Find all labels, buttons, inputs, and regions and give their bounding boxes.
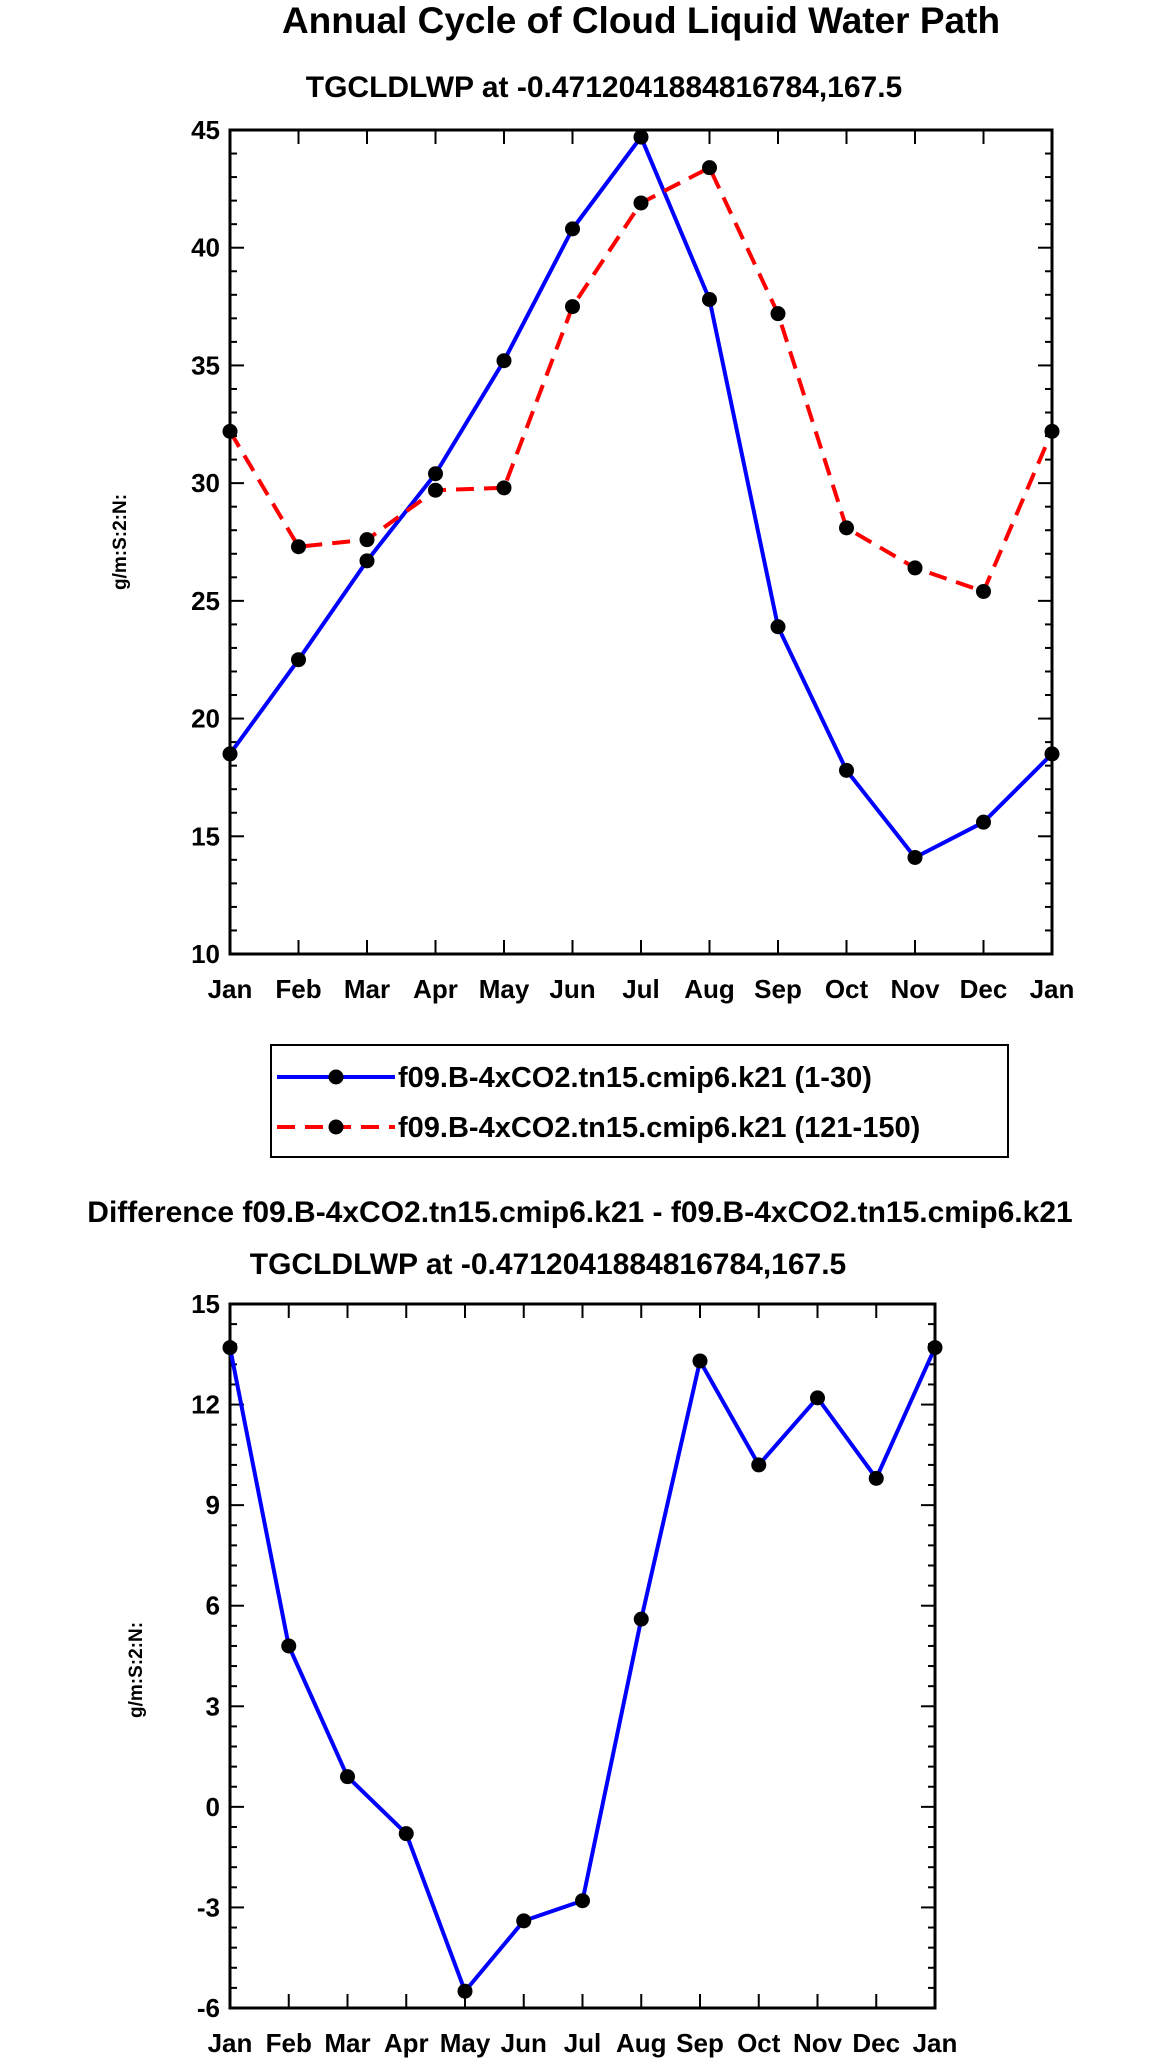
chart1-ytick-label: 40 — [191, 233, 220, 263]
chart1-series-1-point — [496, 353, 512, 369]
chart1-xtick-label: Jun — [549, 974, 595, 1004]
chart1-ytick-label: 35 — [191, 350, 220, 380]
legend-frame — [270, 1044, 1009, 1158]
chart1-ylabel: g/m:S:2:N: — [110, 494, 131, 590]
chart2-ylabel: g/m:S:2:N: — [126, 1622, 147, 1718]
chart2-xtick-label: Aug — [616, 2028, 667, 2058]
chart1-series-2-point — [633, 195, 649, 211]
chart1-series-2-point — [976, 583, 991, 599]
chart1-legend: f09.B-4xCO2.tn15.cmip6.k21 (1-30) f09.B-4… — [270, 1044, 1009, 1158]
legend-label-2: f09.B-4xCO2.tn15.cmip6.k21 (121-150) — [398, 1112, 920, 1144]
chart2-xtick-label: Jun — [501, 2028, 547, 2058]
chart2-xtick-label: Feb — [266, 2028, 312, 2058]
chart1-ytick-label: 30 — [191, 468, 220, 498]
chart1-xtick-label: Jan — [1030, 974, 1075, 1004]
chart1-series-2-point — [359, 532, 375, 548]
chart1-xtick-label: Mar — [344, 974, 390, 1004]
chart1-xtick-label: May — [479, 974, 530, 1004]
chart2-xtick-label: Apr — [384, 2028, 429, 2058]
chart2-series-1-point — [222, 1340, 238, 1356]
chart2-series-1-point — [868, 1470, 884, 1486]
chart2-ytick-label: 15 — [191, 1289, 220, 1319]
legend-swatch-marker-1 — [328, 1069, 344, 1085]
chart2-ytick-label: 0 — [206, 1792, 220, 1822]
chart2-ytick-label: 12 — [191, 1390, 220, 1420]
chart1-xtick-label: Jul — [622, 974, 660, 1004]
chart1-series-1-point — [839, 762, 854, 778]
chart1-xtick-label: Aug — [684, 974, 735, 1004]
chart1-series-2-point — [428, 482, 443, 498]
chart2-ytick-label: -3 — [197, 1892, 220, 1922]
chart2-ytick-label: 3 — [206, 1691, 220, 1721]
chart1-series-1-point — [291, 652, 306, 668]
chart1-subtitle: TGCLDLWP at -0.4712041884816784,167.5 — [306, 71, 902, 104]
chart2-series-1-point — [340, 1769, 355, 1785]
chart1-xtick-label: Sep — [754, 974, 802, 1004]
chart1-series-2-point — [222, 423, 238, 439]
chart1-ytick-label: 15 — [191, 821, 220, 851]
chart1-series-1-point — [976, 814, 991, 830]
chart1-series-2-point — [907, 560, 923, 576]
chart1-ytick-label: 10 — [191, 939, 220, 969]
chart1-ytick-label: 45 — [191, 115, 220, 145]
chart1-series-2-point — [1044, 423, 1060, 439]
chart2-series-1-point — [281, 1638, 297, 1654]
chart1-xtick-label: Apr — [413, 974, 458, 1004]
chart1-ytick-label: 20 — [191, 704, 220, 734]
chart2-ytick-label: -6 — [197, 1993, 220, 2023]
chart2-series-1-point — [692, 1353, 708, 1369]
chart1-title: Annual Cycle of Cloud Liquid Water Path — [282, 0, 1000, 41]
chart2-xtick-label: Jan — [913, 2028, 958, 2058]
chart2-xtick-label: Nov — [793, 2028, 843, 2058]
chart2-series-1-point — [751, 1457, 767, 1473]
chart2-xtick-label: Jul — [564, 2028, 602, 2058]
chart1-series-1-point — [428, 466, 443, 482]
legend-swatch-marker-2 — [328, 1119, 344, 1135]
chart2-xtick-label: Sep — [676, 2028, 724, 2058]
legend-label-1: f09.B-4xCO2.tn15.cmip6.k21 (1-30) — [398, 1062, 872, 1094]
chart2-xtick-label: Oct — [737, 2028, 781, 2058]
chart2-ytick-label: 6 — [206, 1591, 220, 1621]
chart1-series-line-1 — [228, 135, 1054, 860]
chart2-xtick-label: Dec — [852, 2028, 900, 2058]
chart1-series-1-point — [770, 619, 786, 635]
chart2-xtick-label: Mar — [324, 2028, 370, 2058]
chart1-plot-frame — [228, 128, 1054, 956]
chart1-xtick-label: Feb — [275, 974, 321, 1004]
chart1-series-1-point — [633, 129, 649, 145]
chart2-series-1-point — [457, 1983, 473, 1999]
chart2-series-1-point — [398, 1826, 414, 1842]
chart2-xtick-label: Jan — [208, 2028, 253, 2058]
chart2-series-1-point — [575, 1893, 590, 1909]
chart1-series-2-point — [839, 520, 854, 536]
chart1-series-2-point — [565, 299, 580, 315]
chart1-xtick-label: Nov — [890, 974, 940, 1004]
chart2-title: Difference f09.B-4xCO2.tn15.cmip6.k21 - … — [87, 1196, 1072, 1229]
chart1-xtick-label: Jan — [208, 974, 253, 1004]
chart1-xtick-label: Oct — [825, 974, 869, 1004]
chart1-ytick-label: 25 — [191, 586, 220, 616]
chart2-series-1-point — [633, 1611, 649, 1627]
chart1-series-1-point — [359, 553, 375, 569]
chart1-series-2-point — [702, 160, 717, 176]
chart1-series-2-point — [770, 306, 786, 322]
chart2-series-1-point — [516, 1913, 532, 1929]
chart1-series-2-point — [291, 539, 306, 555]
chart1-series-1-point — [1044, 746, 1060, 762]
chart2-series-1-point — [927, 1340, 943, 1356]
chart1-series-2-point — [496, 480, 512, 496]
chart1-series-1-point — [565, 221, 580, 237]
chart1-series-1-point — [702, 292, 717, 308]
chart2-xtick-label: May — [440, 2028, 491, 2058]
chart2-series-1-point — [810, 1390, 825, 1406]
chart2-subtitle: TGCLDLWP at -0.4712041884816784,167.5 — [250, 1248, 846, 1281]
chart2-ytick-label: 9 — [206, 1490, 220, 1520]
chart1-series-line-2 — [228, 165, 1054, 594]
chart1-series-1-point — [222, 746, 238, 762]
chart1-xtick-label: Dec — [960, 974, 1008, 1004]
chart1-series-1-point — [907, 849, 923, 865]
